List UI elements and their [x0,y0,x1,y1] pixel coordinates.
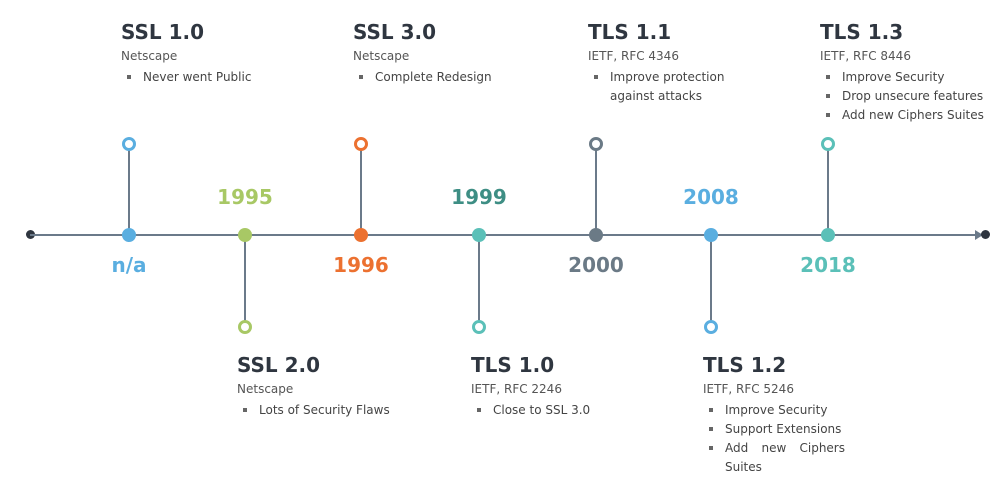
ssl1-marker-ring [122,137,136,151]
tls11-node [589,228,603,242]
tls13-title: TLS 1.3 [820,20,904,44]
tls11-connector [595,150,597,230]
ssl2-title: SSL 2.0 [237,353,321,377]
feature-item: Support Extensions [709,420,845,439]
feature-item: Complete Redesign [359,68,523,87]
tls13-connector [827,150,829,230]
tls10-year-label: 1999 [451,185,507,209]
tls10-node [472,228,486,242]
tls10-connector [478,240,480,322]
feature-item: Improve Security [826,68,990,87]
tls10-info: TLS 1.0 IETF, RFC 2246 Close to SSL 3.0 [471,353,641,420]
timeline-end-dot [981,230,990,239]
tls13-year-label: 2018 [800,253,856,277]
feature-item: Improve protection against attacks [594,68,758,106]
ssl2-info: SSL 2.0 Netscape Lots of Security Flaws [237,353,407,420]
tls10-marker-ring [472,320,486,334]
ssl3-node [354,228,368,242]
feature-item: Close to SSL 3.0 [477,401,641,420]
tls12-title: TLS 1.2 [703,353,787,377]
ssl2-year-label: 1995 [217,185,273,209]
tls12-node [704,228,718,242]
feature-item: Never went Public [127,68,291,87]
tls13-marker-ring [821,137,835,151]
ssl3-organization: Netscape [353,49,410,63]
feature-item: Lots of Security Flaws [243,401,407,420]
tls10-title: TLS 1.0 [471,353,555,377]
tls12-marker-ring [704,320,718,334]
ssl3-marker-ring [354,137,368,151]
tls12-info: TLS 1.2 IETF, RFC 5246 Improve Security Sup… [703,353,845,477]
tls12-connector [710,240,712,322]
tls12-features-list: Improve Security Support Extensions Add ne… [703,401,845,477]
ssl1-info: SSL 1.0 Netscape Never went Public [121,20,291,87]
tls13-organization: IETF, RFC 8446 [820,49,911,63]
tls10-organization: IETF, RFC 2246 [471,382,562,396]
tls11-features-list: Improve protection against attacks [588,68,758,106]
ssl1-organization: Netscape [121,49,178,63]
timeline-axis [30,234,980,236]
ssl1-title: SSL 1.0 [121,20,205,44]
tls11-marker-ring [589,137,603,151]
ssl2-connector [244,240,246,322]
feature-item: Add new Ciphers Suites [826,106,990,125]
tls12-organization: IETF, RFC 5246 [703,382,794,396]
feature-item: Drop unsecure features [826,87,990,106]
tls11-info: TLS 1.1 IETF, RFC 4346 Improve protection … [588,20,758,106]
ssl2-features-list: Lots of Security Flaws [237,401,407,420]
feature-item: Improve Security [709,401,845,420]
ssl2-marker-ring [238,320,252,334]
feature-item: Add new Ciphers Suites [709,439,845,477]
tls10-features-list: Close to SSL 3.0 [471,401,641,420]
ssl3-year-label: 1996 [333,253,389,277]
ssl3-connector [360,150,362,230]
tls13-node [821,228,835,242]
ssl3-title: SSL 3.0 [353,20,437,44]
tls11-title: TLS 1.1 [588,20,672,44]
ssl3-features-list: Complete Redesign [353,68,523,87]
tls11-year-label: 2000 [568,253,624,277]
ssl1-connector [128,150,130,230]
ssl2-node [238,228,252,242]
ssl1-year-label: n/a [111,253,147,277]
tls12-year-label: 2008 [683,185,739,209]
ssl2-organization: Netscape [237,382,294,396]
ssl1-node [122,228,136,242]
ssl3-info: SSL 3.0 Netscape Complete Redesign [353,20,523,87]
tls13-features-list: Improve Security Drop unsecure features Ad… [820,68,990,125]
timeline-arrow-icon [975,230,983,240]
tls11-organization: IETF, RFC 4346 [588,49,679,63]
ssl1-features-list: Never went Public [121,68,291,87]
tls13-info: TLS 1.3 IETF, RFC 8446 Improve Security Dro… [820,20,990,125]
